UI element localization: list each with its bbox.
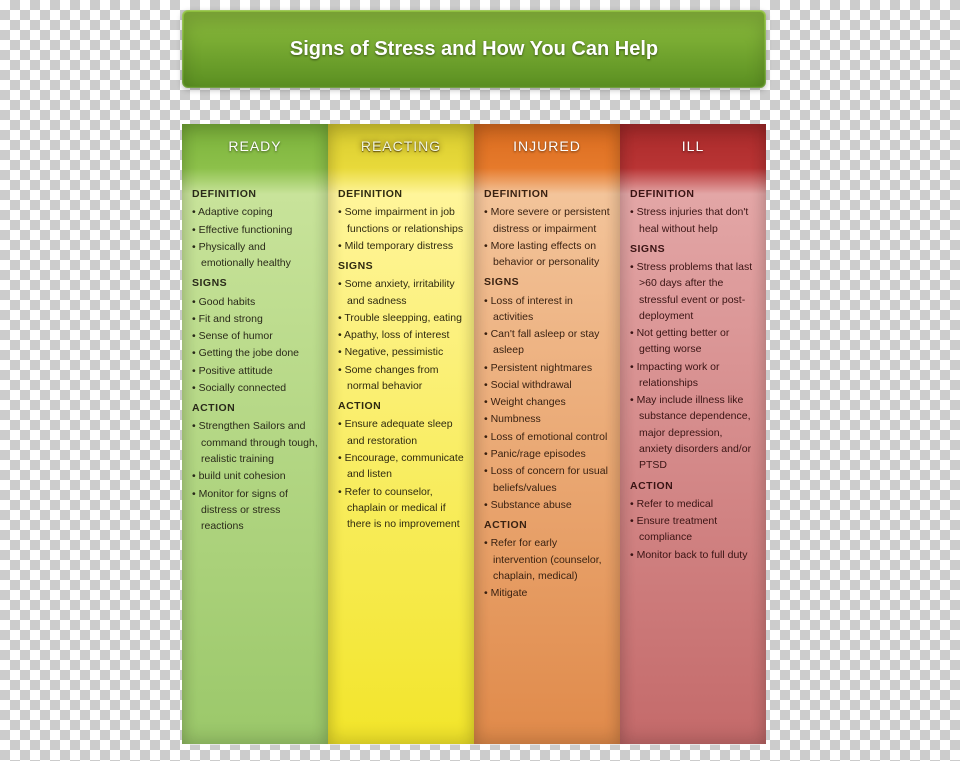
list-item: May include illness like substance depen… xyxy=(630,392,756,473)
section-list: Adaptive coping Effective functioningPhys… xyxy=(192,204,318,271)
list-item: Persistent nightmares xyxy=(484,360,610,376)
list-item: More lasting effects on behavior or pers… xyxy=(484,238,610,271)
column-body-ill: DEFINITION Stress injuries that don't hea… xyxy=(620,168,766,577)
list-item: Apathy, loss of interest xyxy=(338,327,464,343)
section-heading: SIGNS xyxy=(484,274,610,290)
column-body-injured: DEFINITION More severe or persistent dist… xyxy=(474,168,620,615)
list-item: Refer for early intervention (counselor,… xyxy=(484,535,610,584)
column-head-ready: READY xyxy=(182,124,328,168)
section-list: Good habitsFit and strongSense of humorG… xyxy=(192,294,318,397)
list-item: Some impairment in job functions or rela… xyxy=(338,204,464,237)
section-heading: ACTION xyxy=(630,478,756,494)
column-body-reacting: DEFINITION Some impairment in job functio… xyxy=(328,168,474,546)
section-list: More severe or persistent distress or im… xyxy=(484,204,610,270)
list-item: Mitigate xyxy=(484,585,610,601)
list-item: Trouble sleepping, eating xyxy=(338,310,464,326)
list-item: Mild temporary distress xyxy=(338,238,464,254)
list-item: Strengthen Sailors and command through t… xyxy=(192,418,318,467)
column-ill: ILL DEFINITION Stress injuries that don't… xyxy=(620,124,766,744)
section-list: Stress injuries that don't heal without … xyxy=(630,204,756,237)
section-heading: DEFINITION xyxy=(484,186,610,202)
list-item: Some changes from normal behavior xyxy=(338,362,464,395)
list-item: Loss of concern for usual beliefs/values xyxy=(484,463,610,496)
section-list: Stress problems that last >60 days after… xyxy=(630,259,756,473)
column-ready: READY DEFINITION Adaptive coping Effective… xyxy=(182,124,328,744)
column-head-reacting: REACTING xyxy=(328,124,474,168)
list-item: Getting the jobe done xyxy=(192,345,318,361)
list-item: Adaptive coping xyxy=(192,204,318,220)
list-item: Good habits xyxy=(192,294,318,310)
list-item: Not getting better or getting worse xyxy=(630,325,756,358)
list-item: Socially connected xyxy=(192,380,318,396)
column-reacting: REACTING DEFINITION Some impairment in jo… xyxy=(328,124,474,744)
list-item: Sense of humor xyxy=(192,328,318,344)
infographic-root: Signs of Stress and How You Can Help REA… xyxy=(154,0,794,761)
title-bar: Signs of Stress and How You Can Help xyxy=(182,10,766,88)
list-item: Monitor back to full duty xyxy=(630,547,756,563)
section-list: Ensure adequate sleep and restorationEnc… xyxy=(338,416,464,532)
section-heading: ACTION xyxy=(484,517,610,533)
list-item: Social withdrawal xyxy=(484,377,610,393)
list-item: Physically and emotionally healthy xyxy=(192,239,318,272)
list-item: Loss of interest in activities xyxy=(484,293,610,326)
list-item: Encourage, communicate and listen xyxy=(338,450,464,483)
list-item: Positive attitude xyxy=(192,363,318,379)
list-item: Negative, pessimistic xyxy=(338,344,464,360)
list-item: Numbness xyxy=(484,411,610,427)
section-list: Some anxiety, irritability and sadnessTr… xyxy=(338,276,464,394)
column-head-ill: ILL xyxy=(620,124,766,168)
column-head-injured: INJURED xyxy=(474,124,620,168)
list-item: Ensure adequate sleep and restoration xyxy=(338,416,464,449)
list-item: More severe or persistent distress or im… xyxy=(484,204,610,237)
list-item: Loss of emotional control xyxy=(484,429,610,445)
list-item: Stress problems that last >60 days after… xyxy=(630,259,756,324)
list-item: Refer to counselor, chaplain or medical … xyxy=(338,484,464,533)
list-item: Impacting work or relationships xyxy=(630,359,756,392)
section-list: Loss of interest in activitiesCan't fall… xyxy=(484,293,610,513)
section-list: Refer for early intervention (counselor,… xyxy=(484,535,610,601)
column-injured: INJURED DEFINITION More severe or persist… xyxy=(474,124,620,744)
section-list: Some impairment in job functions or rela… xyxy=(338,204,464,254)
list-item: Panic/rage episodes xyxy=(484,446,610,462)
section-heading: SIGNS xyxy=(192,275,318,291)
list-item: Substance abuse xyxy=(484,497,610,513)
section-heading: SIGNS xyxy=(338,258,464,274)
section-heading: ACTION xyxy=(192,400,318,416)
list-item: Some anxiety, irritability and sadness xyxy=(338,276,464,309)
list-item: Effective functioning xyxy=(192,222,318,238)
section-heading: DEFINITION xyxy=(192,186,318,202)
section-heading: ACTION xyxy=(338,398,464,414)
section-heading: DEFINITION xyxy=(630,186,756,202)
list-item: Fit and strong xyxy=(192,311,318,327)
list-item: Ensure treatment compliance xyxy=(630,513,756,546)
section-heading: SIGNS xyxy=(630,241,756,257)
section-heading: DEFINITION xyxy=(338,186,464,202)
page-title: Signs of Stress and How You Can Help xyxy=(290,38,658,61)
list-item: Monitor for signs of distress or stress … xyxy=(192,486,318,535)
list-item: Stress injuries that don't heal without … xyxy=(630,204,756,237)
list-item: Weight changes xyxy=(484,394,610,410)
column-body-ready: DEFINITION Adaptive coping Effective funct… xyxy=(182,168,328,548)
section-list: Strengthen Sailors and command through t… xyxy=(192,418,318,534)
columns-panel: READY DEFINITION Adaptive coping Effective… xyxy=(182,124,766,744)
list-item: build unit cohesion xyxy=(192,468,318,484)
list-item: Refer to medical xyxy=(630,496,756,512)
section-list: Refer to medicalEnsure treatment complia… xyxy=(630,496,756,563)
list-item: Can't fall asleep or stay asleep xyxy=(484,326,610,359)
